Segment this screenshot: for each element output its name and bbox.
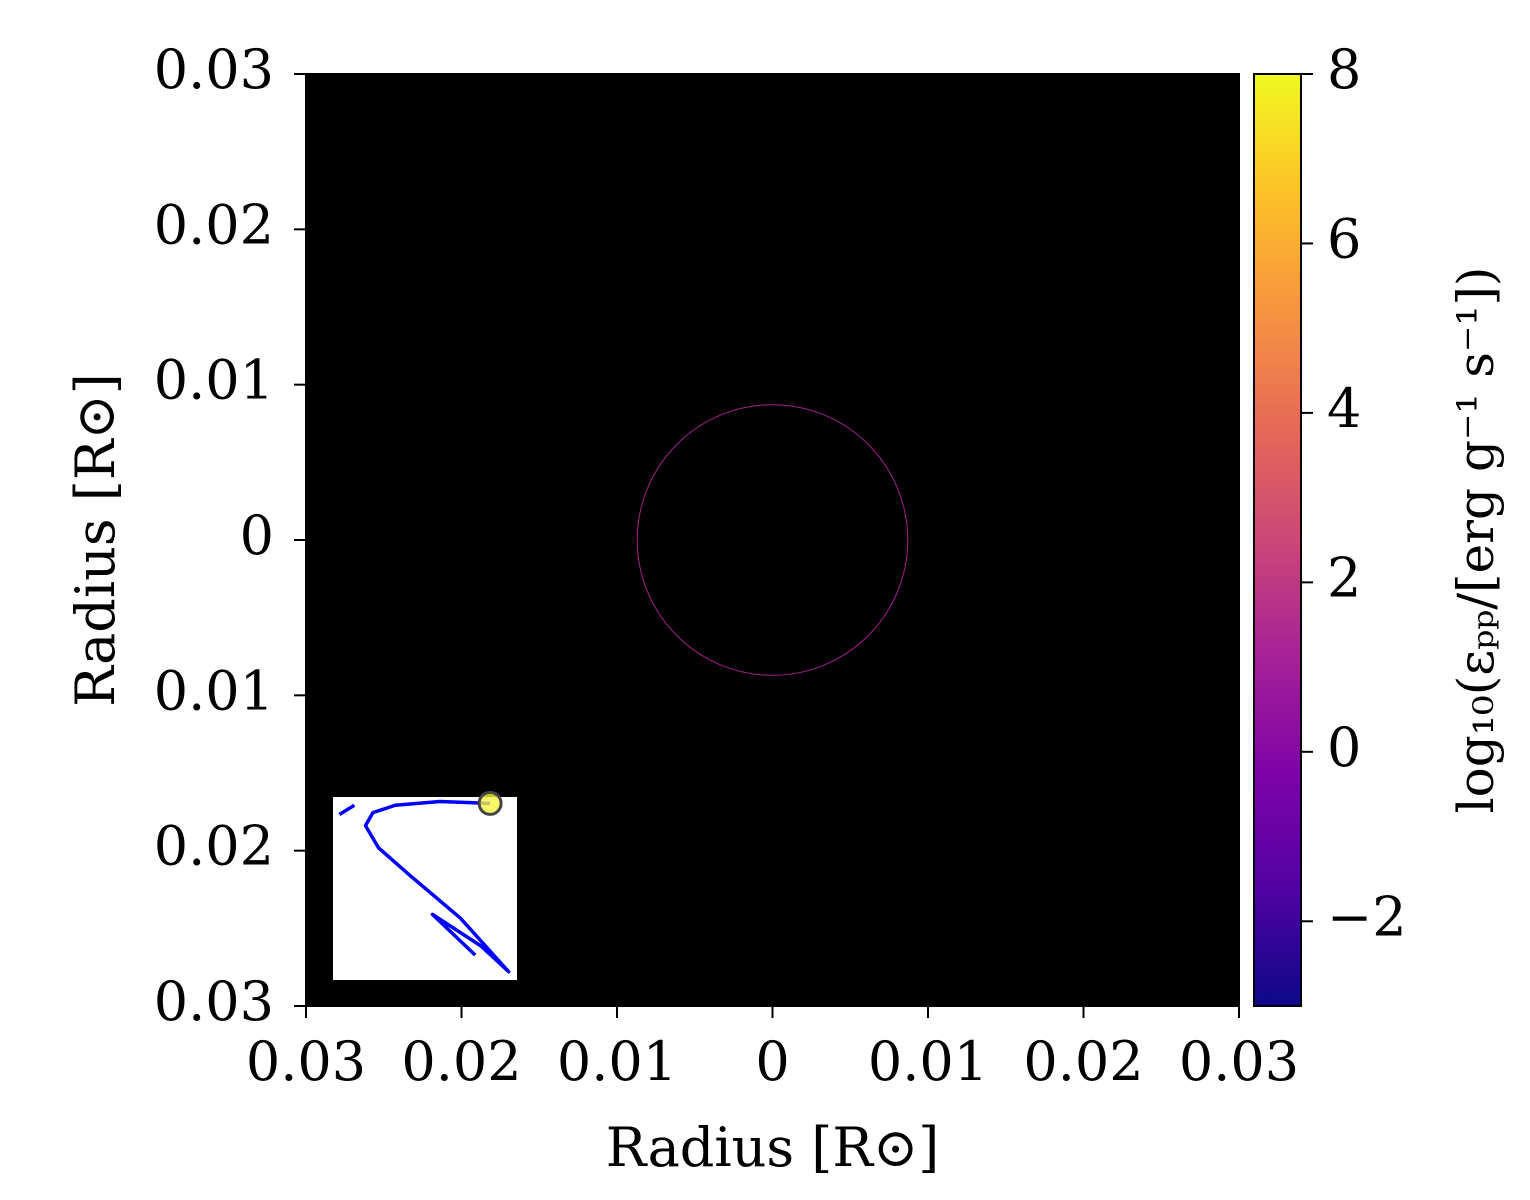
colorbar-tick-label: 8 xyxy=(1327,38,1361,101)
y-tick-label: 0.02 xyxy=(154,193,274,256)
colorbar-tick-label: 0 xyxy=(1327,716,1361,779)
x-tick-label: 0.03 xyxy=(1179,1030,1299,1093)
x-tick-label: 0.02 xyxy=(401,1030,521,1093)
x-tick-label: 0.03 xyxy=(246,1030,366,1093)
y-tick-label: 0.01 xyxy=(154,349,274,412)
mass-label: 1.0 M⊙ xyxy=(1008,922,1212,985)
y-tick-label: 0.03 xyxy=(154,38,274,101)
colorbar xyxy=(1253,73,1302,1007)
time-label: t = 91.3 yr xyxy=(398,112,693,175)
y-axis-label: Radius [R⊙] xyxy=(64,373,127,707)
colorbar-tick-label: 4 xyxy=(1327,377,1361,440)
colorbar-tick-label: 2 xyxy=(1327,546,1361,609)
colorbar-tick-label: 6 xyxy=(1327,207,1361,270)
x-axis-label: Radius [R⊙] xyxy=(606,1116,940,1179)
core xyxy=(636,404,909,676)
x-tick-label: 0.01 xyxy=(868,1030,988,1093)
colorbar-tick-label: −2 xyxy=(1327,885,1407,948)
x-tick-label: 0.01 xyxy=(557,1030,677,1093)
x-tick-label: 0 xyxy=(755,1030,789,1093)
y-tick-label: 0.01 xyxy=(154,659,274,722)
inset-track xyxy=(338,799,511,974)
y-tick-label: 0 xyxy=(240,504,274,567)
y-tick-label: 0.02 xyxy=(154,815,274,878)
x-tick-label: 0.02 xyxy=(1023,1030,1143,1093)
inset-marker xyxy=(477,790,503,816)
y-tick-label: 0.03 xyxy=(154,970,274,1033)
colorbar-label: log₁₀(εₚₚ/[erg g⁻¹ s⁻¹]) xyxy=(1447,267,1505,814)
